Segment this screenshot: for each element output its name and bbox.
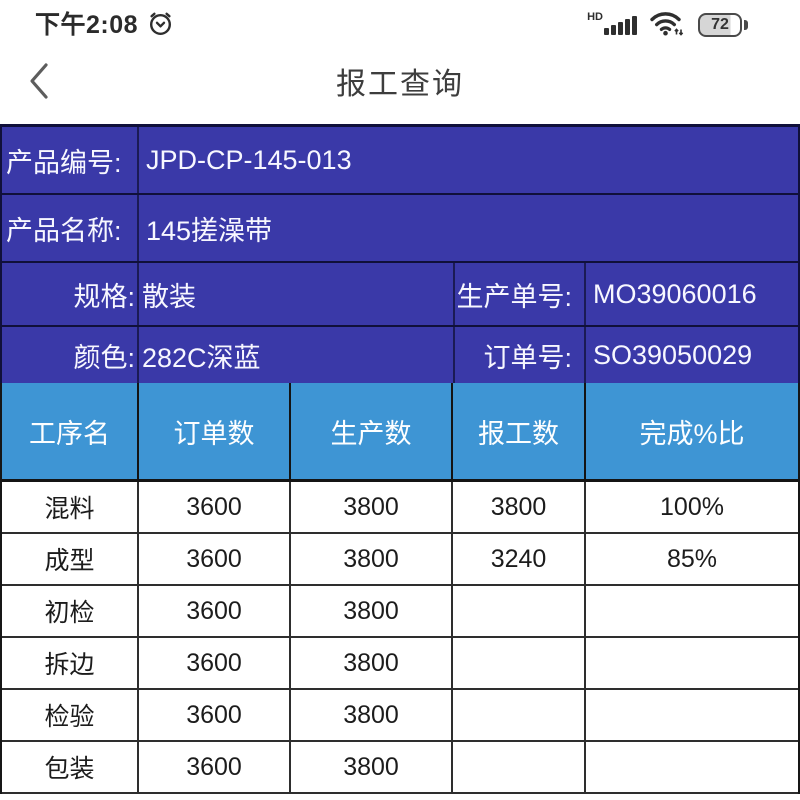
cell-reported-qty <box>451 586 584 636</box>
cell-process-name: 初检 <box>44 599 95 627</box>
cell-reported-qty <box>451 690 584 740</box>
cell-order-qty: 3600 <box>137 534 289 584</box>
status-bar: 下午2:08 HD <box>0 0 800 44</box>
cell-produced-qty: 3800 <box>289 586 451 636</box>
product-name-label: 产品名称: <box>6 215 122 246</box>
table-row: 成型 3600 3800 3240 85% <box>2 534 798 586</box>
chevron-left-icon <box>30 63 48 99</box>
table-row: 检验 3600 3800 <box>2 690 798 742</box>
info-row-product-name: 产品名称: 145搓澡带 <box>2 195 798 263</box>
product-info-table: 产品编号: JPD-CP-145-013 产品名称: 145搓澡带 规格: 散装… <box>0 124 800 383</box>
battery-indicator: 72 <box>698 13 748 37</box>
page-title: 报工查询 <box>336 68 464 101</box>
cell-reported-qty <box>451 742 584 792</box>
cell-produced-qty: 3800 <box>289 742 451 792</box>
cell-completion-pct <box>584 742 798 792</box>
cell-completion-pct: 100% <box>584 482 798 532</box>
battery-nub <box>744 20 748 30</box>
info-row-color-so: 颜色: 282C深蓝 订单号: SO39050029 <box>2 327 798 383</box>
signal-bars-icon <box>604 16 637 35</box>
table-row: 拆边 3600 3800 <box>2 638 798 690</box>
nav-bar: 报工查询 <box>0 44 800 118</box>
header-completion-pct: 完成%比 <box>584 383 798 479</box>
clock-time: 下午2:08 <box>35 11 139 39</box>
cell-produced-qty: 3800 <box>289 638 451 688</box>
so-number-value: SO39050029 <box>584 327 798 383</box>
cell-reported-qty: 3240 <box>451 534 584 584</box>
cell-order-qty: 3600 <box>137 586 289 636</box>
mo-number-label: 生产单号: <box>453 263 584 325</box>
product-name-value: 145搓澡带 <box>137 195 798 261</box>
table-row: 包装 3600 3800 <box>2 742 798 794</box>
back-button[interactable] <box>26 59 58 103</box>
cell-produced-qty: 3800 <box>289 534 451 584</box>
mo-number-value: MO39060016 <box>584 263 798 325</box>
product-code-label: 产品编号: <box>6 147 122 178</box>
cell-process-name: 成型 <box>44 547 95 575</box>
info-row-product-code: 产品编号: JPD-CP-145-013 <box>2 127 798 195</box>
status-bar-right: HD 72 <box>587 9 748 37</box>
alarm-clock-icon <box>147 10 174 37</box>
wifi-icon <box>649 9 686 37</box>
cell-process-name: 包装 <box>44 755 95 783</box>
battery-percent: 72 <box>711 16 729 33</box>
process-table-header: 工序名 订单数 生产数 报工数 完成%比 <box>2 383 798 482</box>
product-code-value: JPD-CP-145-013 <box>137 127 798 193</box>
cell-order-qty: 3600 <box>137 690 289 740</box>
cell-process-name: 混料 <box>44 495 95 523</box>
cellular-signal-icon: HD <box>587 11 637 37</box>
spec-label: 规格: <box>73 281 135 312</box>
cell-process-name: 拆边 <box>44 651 95 679</box>
table-row: 初检 3600 3800 <box>2 586 798 638</box>
header-process-name: 工序名 <box>29 418 110 449</box>
cell-completion-pct <box>584 690 798 740</box>
cell-reported-qty <box>451 638 584 688</box>
so-number-label: 订单号: <box>453 327 584 383</box>
cell-process-name: 检验 <box>44 703 95 731</box>
color-value: 282C深蓝 <box>137 327 453 383</box>
color-label: 颜色: <box>73 342 135 373</box>
info-row-spec-mo: 规格: 散装 生产单号: MO39060016 <box>2 263 798 327</box>
hd-badge: HD <box>587 11 603 23</box>
cell-produced-qty: 3800 <box>289 482 451 532</box>
table-row: 混料 3600 3800 3800 100% <box>2 482 798 534</box>
process-table: 工序名 订单数 生产数 报工数 完成%比 混料 3600 3800 3800 1… <box>0 383 800 794</box>
header-produced-qty: 生产数 <box>289 383 451 479</box>
cell-reported-qty: 3800 <box>451 482 584 532</box>
cell-produced-qty: 3800 <box>289 690 451 740</box>
header-order-qty: 订单数 <box>137 383 289 479</box>
cell-order-qty: 3600 <box>137 638 289 688</box>
cell-order-qty: 3600 <box>137 482 289 532</box>
spec-value: 散装 <box>137 263 453 325</box>
battery-icon: 72 <box>698 13 742 37</box>
cell-completion-pct <box>584 638 798 688</box>
cell-completion-pct <box>584 586 798 636</box>
cell-completion-pct: 85% <box>584 534 798 584</box>
status-bar-left: 下午2:08 <box>35 5 174 41</box>
cell-order-qty: 3600 <box>137 742 289 792</box>
header-reported-qty: 报工数 <box>451 383 584 479</box>
